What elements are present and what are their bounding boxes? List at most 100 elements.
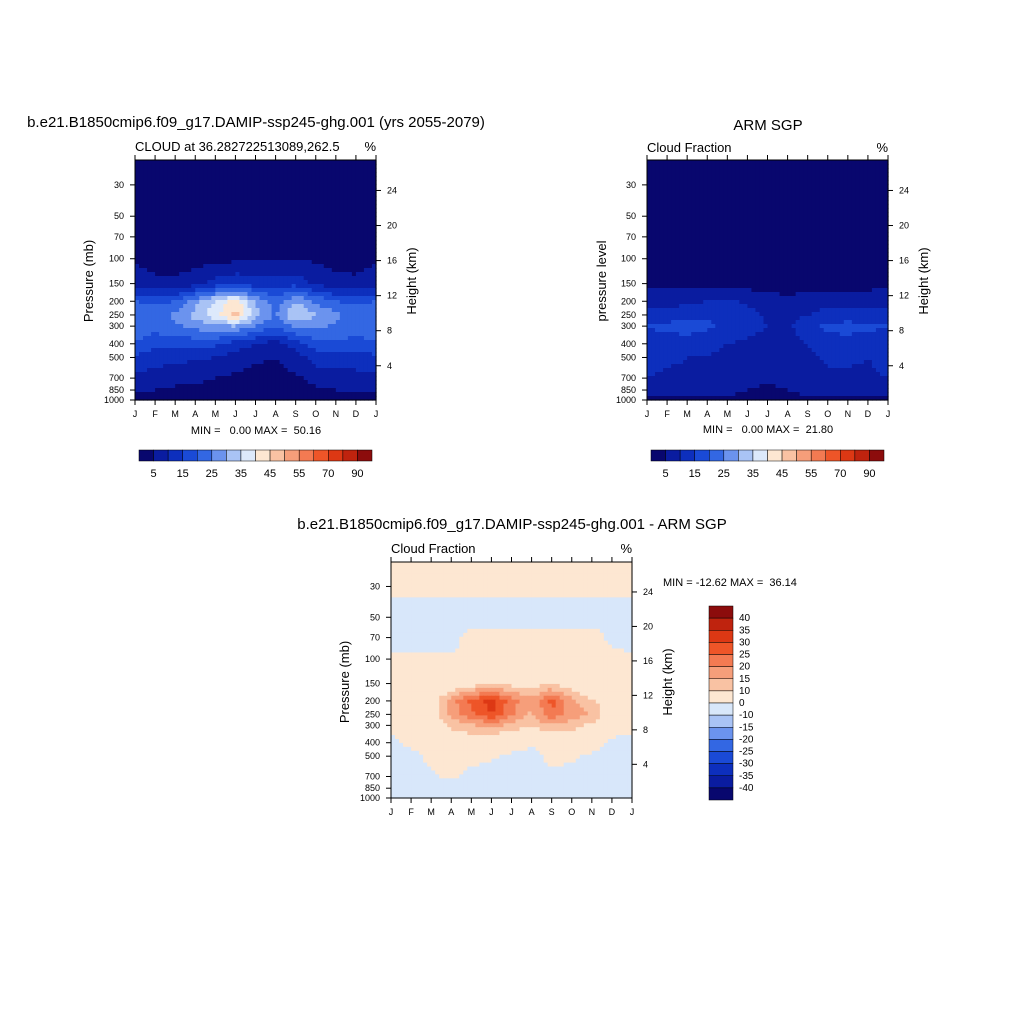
contour-cell [155, 256, 160, 261]
contour-cell [763, 208, 769, 213]
contour-cell [335, 160, 341, 165]
contour-cell [871, 228, 877, 233]
contour-cell [663, 196, 668, 201]
contour-cell [163, 360, 168, 365]
contour-cell [207, 272, 212, 277]
contour-cell [231, 256, 237, 261]
contour-cell [319, 216, 325, 221]
panel-obs-units: % [876, 140, 888, 155]
contour-cell [347, 344, 353, 349]
contour-cell [763, 236, 769, 241]
contour-cell [719, 168, 724, 173]
contour-cell [147, 168, 152, 173]
contour-cell [291, 384, 297, 389]
contour-cell [331, 220, 337, 225]
contour-cell [187, 392, 192, 397]
contour-cell [167, 172, 172, 177]
contour-cell [359, 340, 365, 345]
contour-cell [371, 316, 377, 321]
contour-cell [783, 172, 789, 177]
contour-cell [675, 168, 680, 173]
contour-cell [215, 364, 220, 369]
contour-cell [347, 228, 353, 233]
contour-cell [791, 228, 797, 233]
contour-cell [319, 344, 325, 349]
contour-cell [203, 308, 208, 313]
contour-cell [711, 196, 716, 201]
contour-cell [187, 196, 192, 201]
contour-cell [743, 196, 749, 201]
contour-cell [751, 236, 757, 241]
contour-cell [219, 200, 224, 205]
contour-cell [347, 336, 353, 341]
contour-cell [279, 264, 285, 269]
contour-cell [167, 324, 172, 329]
contour-cell [335, 240, 341, 245]
contour-cell [311, 208, 317, 213]
contour-cell [763, 240, 769, 245]
contour-cell [843, 180, 849, 185]
contour-cell [367, 168, 373, 173]
contour-cell [147, 200, 152, 205]
contour-cell [291, 288, 297, 293]
contour-cell [191, 396, 196, 401]
contour-cell [159, 180, 164, 185]
contour-cell [283, 172, 289, 177]
contour-cell [199, 284, 204, 289]
contour-cell [203, 280, 208, 285]
contour-cell [835, 176, 841, 181]
contour-cell [227, 300, 232, 305]
contour-cell [371, 356, 377, 361]
colorbar-label: 15 [177, 468, 189, 480]
contour-cell [159, 296, 164, 301]
contour-cell [323, 216, 329, 221]
contour-cell [819, 168, 825, 173]
contour-cell [867, 172, 873, 177]
contour-cell [303, 172, 309, 177]
contour-cell [699, 220, 704, 225]
contour-cell [187, 236, 192, 241]
contour-cell [243, 196, 249, 201]
contour-cell [151, 276, 156, 281]
contour-cell [719, 164, 724, 169]
contour-cell [323, 248, 329, 253]
contour-cell [327, 240, 333, 245]
contour-cell [155, 384, 160, 389]
contour-cell [707, 232, 712, 237]
contour-cell [251, 336, 257, 341]
contour-cell [367, 320, 373, 325]
contour-cell [823, 240, 829, 245]
contour-cell [771, 160, 777, 165]
contour-cell [235, 216, 241, 221]
contour-cell [179, 380, 184, 385]
contour-cell [335, 200, 341, 205]
contour-cell [839, 224, 845, 229]
contour-cell [239, 208, 245, 213]
contour-cell [231, 324, 237, 329]
contour-cell [659, 220, 664, 225]
contour-cell [207, 280, 212, 285]
contour-cell [199, 164, 204, 169]
contour-cell [699, 192, 704, 197]
contour-cell [159, 292, 164, 297]
contour-cell [739, 220, 744, 225]
contour-cell [647, 244, 652, 249]
contour-cell [179, 372, 184, 377]
contour-cell [659, 168, 664, 173]
contour-cell [303, 220, 309, 225]
contour-cell [155, 344, 160, 349]
contour-cell [227, 196, 232, 201]
contour-cell [235, 180, 241, 185]
contour-cell [215, 284, 220, 289]
contour-cell [679, 164, 684, 169]
contour-cell [231, 176, 237, 181]
contour-cell [879, 212, 885, 217]
contour-cell [823, 228, 829, 233]
contour-cell [687, 224, 692, 229]
y-tick-right-label: 24 [387, 185, 397, 195]
contour-cell [143, 392, 148, 397]
contour-cell [247, 212, 253, 217]
contour-cell [739, 232, 744, 237]
contour-cell [339, 236, 345, 241]
contour-cell [283, 236, 289, 241]
